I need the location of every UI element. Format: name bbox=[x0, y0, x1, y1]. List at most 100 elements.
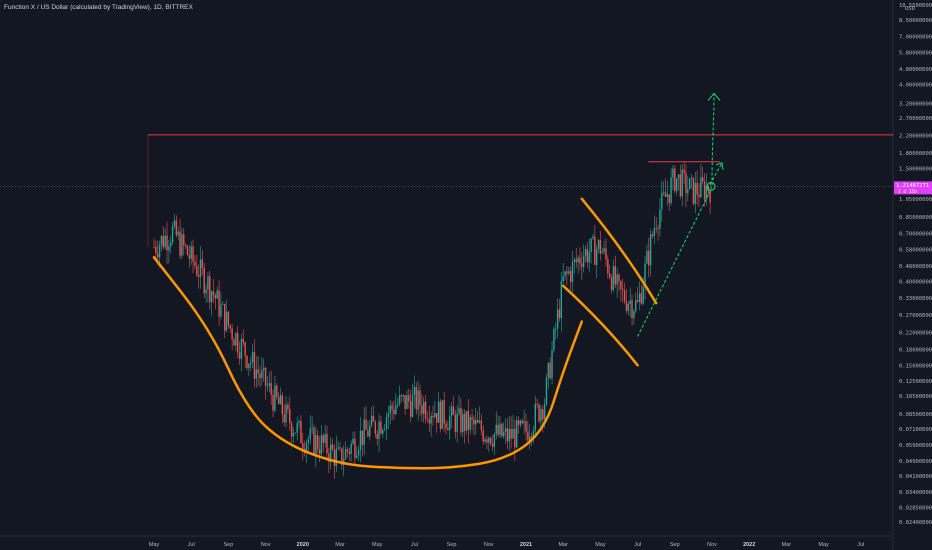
candle-body bbox=[648, 250, 650, 266]
candle-body bbox=[502, 432, 505, 437]
candle-body bbox=[506, 428, 509, 442]
candle-body bbox=[478, 420, 481, 423]
candle-body bbox=[447, 428, 449, 431]
candle-body bbox=[702, 177, 704, 182]
candle-body bbox=[590, 238, 592, 253]
x-tick-label: May bbox=[149, 542, 160, 548]
candle-body bbox=[499, 423, 501, 435]
y-tick-label: 0.12500000 bbox=[899, 379, 932, 385]
x-tick-label: Jul bbox=[634, 542, 641, 548]
candle-body bbox=[642, 286, 644, 304]
x-tick-label: May bbox=[595, 542, 606, 548]
candle-body bbox=[184, 244, 187, 247]
candle-body bbox=[372, 415, 375, 422]
candle-body bbox=[551, 350, 553, 379]
candle-body bbox=[266, 385, 269, 387]
candle-body bbox=[153, 246, 155, 248]
candle-body bbox=[352, 438, 354, 444]
cup-curve bbox=[152, 256, 584, 470]
candle-body bbox=[625, 301, 628, 311]
candle-body bbox=[354, 438, 356, 458]
candle-body bbox=[536, 403, 538, 405]
candle-body bbox=[495, 424, 497, 434]
candle-body bbox=[175, 220, 178, 236]
x-tick-label: 2022 bbox=[743, 542, 755, 548]
candle-body bbox=[326, 433, 328, 454]
candle-body bbox=[560, 281, 563, 319]
candle-body bbox=[467, 410, 470, 430]
candle-body bbox=[186, 246, 189, 255]
candle-body bbox=[339, 447, 341, 449]
candle-body bbox=[549, 363, 551, 379]
candle-body bbox=[170, 242, 172, 247]
candle-body bbox=[158, 244, 161, 258]
candle-body bbox=[313, 427, 315, 455]
candle-body bbox=[285, 404, 287, 423]
y-tick-label: 1.05000000 bbox=[899, 197, 932, 203]
candle-body bbox=[281, 395, 284, 415]
candle-body bbox=[579, 257, 581, 264]
candle-body bbox=[302, 443, 304, 449]
candle-body bbox=[296, 422, 298, 433]
candle-body bbox=[707, 186, 709, 192]
candle-body bbox=[409, 401, 412, 417]
entry-circle bbox=[706, 181, 716, 191]
candle-body bbox=[679, 174, 682, 197]
candle-body bbox=[307, 439, 310, 443]
x-tick-label: May bbox=[372, 542, 383, 548]
candle-body bbox=[508, 428, 510, 442]
y-tick-label: 0.27000000 bbox=[899, 313, 932, 319]
candle-body bbox=[413, 387, 416, 395]
x-tick-label: Nov bbox=[707, 542, 717, 548]
candle-body bbox=[501, 423, 503, 437]
y-tick-label: 0.18000000 bbox=[899, 348, 932, 354]
candle-body bbox=[426, 418, 429, 420]
candle-body bbox=[157, 253, 159, 258]
candle-body bbox=[194, 261, 196, 266]
candle-body bbox=[562, 276, 564, 282]
flag-lower-line bbox=[561, 284, 639, 367]
candle-body bbox=[456, 413, 458, 432]
candle-body bbox=[160, 235, 163, 245]
candle-body bbox=[633, 311, 635, 319]
candle-body bbox=[516, 420, 518, 448]
candle-body bbox=[259, 373, 261, 378]
y-tick-label: 0.02850000 bbox=[899, 505, 932, 511]
candle-body bbox=[300, 420, 302, 444]
candle-body bbox=[263, 367, 265, 371]
candle-body bbox=[465, 410, 468, 431]
x-tick-label: Jul bbox=[411, 542, 418, 548]
y-tick-label: 4.00000000 bbox=[899, 82, 932, 88]
current-price-badge bbox=[894, 181, 932, 195]
candle-body bbox=[404, 395, 406, 409]
candle-body bbox=[253, 352, 256, 379]
candle-body bbox=[415, 387, 417, 410]
candle-body bbox=[484, 439, 486, 442]
candle-body bbox=[454, 414, 457, 432]
candle-body bbox=[564, 271, 566, 277]
candle-body bbox=[257, 369, 259, 374]
candle-body bbox=[344, 449, 347, 460]
candle-body bbox=[462, 413, 464, 433]
candle-body bbox=[607, 259, 609, 274]
candle-body bbox=[220, 304, 222, 317]
candle-body bbox=[246, 355, 248, 369]
candle-body bbox=[225, 311, 228, 331]
candle-body bbox=[192, 246, 194, 262]
x-tick-label: Mar bbox=[782, 542, 792, 548]
y-tick-label: 0.85000000 bbox=[899, 215, 932, 221]
candle-body bbox=[694, 182, 696, 204]
candle-body bbox=[614, 266, 616, 285]
candle-body bbox=[603, 248, 605, 252]
candle-body bbox=[380, 421, 382, 434]
candle-body bbox=[400, 395, 403, 397]
candle-body bbox=[337, 447, 339, 449]
y-tick-label: 0.70000000 bbox=[899, 232, 932, 238]
x-tick-label: Mar bbox=[335, 542, 345, 548]
candle-body bbox=[330, 444, 332, 462]
candle-body bbox=[568, 271, 570, 274]
candle-body bbox=[475, 419, 477, 425]
candle-body bbox=[240, 338, 243, 359]
candle-body bbox=[439, 401, 442, 429]
